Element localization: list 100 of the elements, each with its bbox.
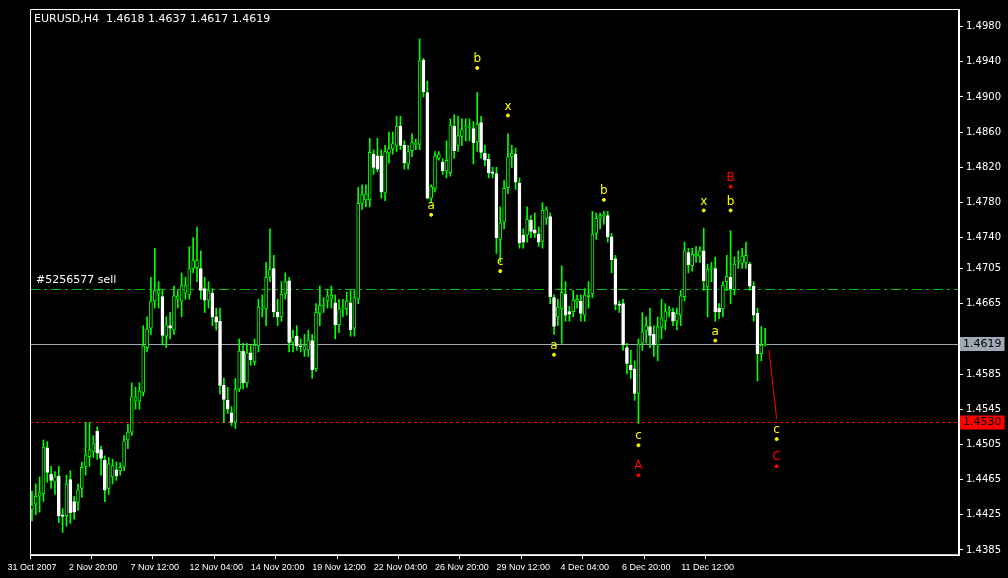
- y-tick-label: 1.4385: [966, 543, 1002, 555]
- candlestick: [103, 455, 107, 502]
- candlestick: [648, 307, 652, 348]
- candlestick: [379, 149, 384, 199]
- y-tick-label: 1.4980: [966, 20, 1002, 32]
- data-label: b: [726, 193, 735, 208]
- candlestick: [164, 316, 169, 348]
- y-tick-label: 1.4860: [966, 125, 1002, 137]
- candlestick: [310, 334, 314, 379]
- candlestick: [467, 118, 472, 142]
- candlestick: [579, 294, 583, 322]
- candlestick: [759, 326, 764, 362]
- x-tick-label: 19 Nov 12:00: [312, 562, 366, 573]
- candlestick: [30, 490, 34, 522]
- candlestick: [437, 151, 441, 161]
- y-tick-label: 1.4780: [966, 196, 1002, 208]
- y-tick-label: 1.4665: [966, 297, 1002, 309]
- candlestick: [529, 215, 533, 239]
- candlestick: [571, 290, 576, 318]
- candlestick: [575, 294, 579, 309]
- candlestick: [694, 246, 698, 263]
- x-tick-label: 29 Nov 12:00: [496, 562, 551, 573]
- chart-title: EURUSD,H4 1.4618 1.4637 1.4617 1.4619: [34, 12, 271, 25]
- data-label: a: [427, 197, 435, 212]
- candlestick: [433, 151, 437, 193]
- y-tick-label: 1.4465: [966, 473, 1002, 485]
- x-tick-label: 22 Nov 04:00: [373, 562, 428, 573]
- candlestick: [149, 276, 153, 335]
- candlestick: [406, 145, 410, 170]
- x-tick-label: 2 Nov 20:00: [69, 562, 118, 573]
- x-tick-label: 11 Dec 12:00: [681, 562, 734, 573]
- ref-line-label: 1.4619: [963, 336, 1002, 350]
- candlestick: [337, 298, 341, 333]
- data-label: c: [635, 428, 642, 443]
- candlestick: [172, 285, 176, 335]
- candlestick: [314, 303, 318, 372]
- data-label: b: [600, 182, 608, 197]
- candlestick: [525, 206, 529, 243]
- candlestick: [690, 247, 695, 272]
- candlestick: [548, 212, 552, 304]
- data-label: x: [700, 193, 708, 208]
- y-tick-label: 1.4740: [966, 231, 1002, 243]
- candlestick: [740, 247, 744, 269]
- y-tick-label: 1.4585: [966, 367, 1002, 379]
- candlestick: [56, 466, 61, 523]
- candlestick: [245, 342, 249, 388]
- y-tick-label: 1.4545: [966, 402, 1002, 414]
- ref-line-label: #5256577 sell: [36, 272, 117, 286]
- candlestick: [306, 329, 311, 357]
- candlestick: [168, 312, 172, 340]
- candlestick: [218, 307, 222, 395]
- ref-line-label: 1.4530: [963, 415, 1002, 429]
- data-label: c: [496, 254, 504, 269]
- x-tick-label: 14 Nov 20:00: [250, 562, 305, 573]
- candlestick: [387, 131, 391, 164]
- candlestick: [713, 256, 718, 322]
- candlestick: [410, 133, 414, 158]
- candlestick: [479, 115, 483, 159]
- candlestick: [532, 212, 537, 239]
- candlestick: [582, 288, 587, 322]
- candlestick: [294, 325, 299, 351]
- y-tick-label: 1.4505: [966, 437, 1002, 449]
- candlestick: [68, 470, 73, 524]
- x-tick-label: 12 Nov 04:00: [189, 562, 243, 573]
- candlestick: [122, 435, 126, 472]
- y-tick-label: 1.4820: [966, 160, 1002, 172]
- y-tick-label: 1.4425: [966, 508, 1002, 520]
- candlestick: [429, 184, 433, 203]
- x-tick-label: 4 Dec 04:00: [560, 562, 609, 573]
- candlestick: [241, 342, 245, 390]
- candlestick: [341, 298, 345, 318]
- candlestick: [195, 226, 199, 282]
- candlestick: [53, 471, 57, 495]
- data-label: A: [634, 458, 644, 473]
- candlestick: [333, 294, 338, 340]
- candlestick: [506, 133, 510, 195]
- data-label: c: [773, 422, 780, 437]
- data-label: C: [772, 449, 781, 464]
- y-tick-label: 1.4940: [966, 55, 1002, 67]
- candlestick: [552, 294, 556, 335]
- candlestick: [671, 307, 675, 326]
- data-label: B: [726, 169, 735, 184]
- candlestick: [268, 228, 272, 282]
- y-tick-label: 1.4705: [966, 262, 1002, 274]
- candlestick: [291, 329, 295, 353]
- candlestick: [602, 210, 606, 225]
- candlestick: [559, 265, 564, 344]
- x-tick-label: 26 Nov 20:00: [435, 562, 489, 573]
- candlestick: [744, 241, 748, 269]
- candlestick: [644, 316, 648, 344]
- candlestick: [625, 342, 629, 375]
- candlestick: [440, 158, 445, 175]
- candlestick: [287, 276, 291, 353]
- data-label: x: [504, 98, 512, 113]
- candlestick: [222, 378, 226, 423]
- candlestick: [264, 261, 268, 326]
- candlestick: [463, 118, 468, 142]
- data-label: a: [711, 323, 719, 338]
- x-tick-label: 31 Oct 2007: [7, 562, 57, 573]
- candlestick: [367, 137, 372, 208]
